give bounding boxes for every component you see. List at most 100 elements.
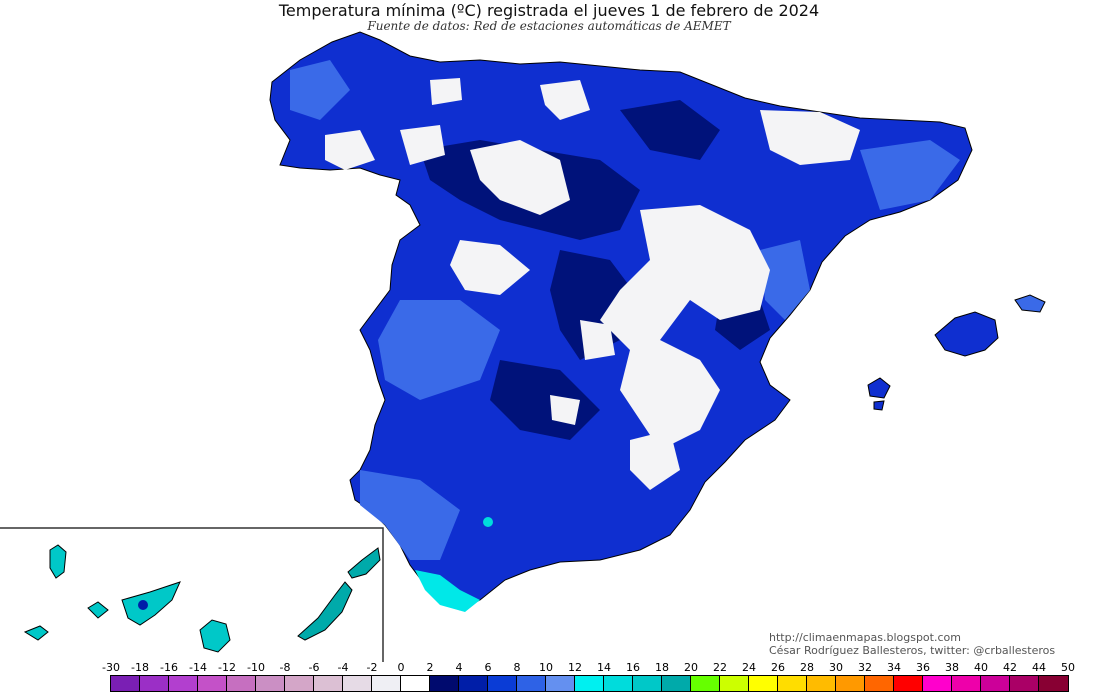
mild-zone	[760, 240, 810, 320]
credit-author: César Rodríguez Ballesteros, twitter: @c…	[769, 644, 1056, 657]
very-cold-zone	[620, 100, 720, 160]
legend-swatch	[488, 676, 517, 691]
legend-swatch	[111, 676, 140, 691]
legend-swatch	[981, 676, 1010, 691]
below-zero-zone	[470, 140, 570, 215]
legend-label: 38	[945, 661, 959, 674]
legend-color-bar	[110, 675, 1069, 692]
legend-label: -14	[189, 661, 207, 674]
legend-label: 50	[1061, 661, 1075, 674]
legend-swatch	[1039, 676, 1068, 691]
island-mallorca	[934, 311, 999, 357]
legend-swatch	[778, 676, 807, 691]
legend-swatch	[894, 676, 923, 691]
legend-label: -4	[337, 661, 349, 674]
legend-swatch	[923, 676, 952, 691]
legend-label: 0	[397, 661, 405, 674]
legend-swatch	[314, 676, 343, 691]
legend-label: 36	[916, 661, 930, 674]
legend-swatch	[720, 676, 749, 691]
legend-label: 30	[829, 661, 843, 674]
legend-label: 4	[455, 661, 463, 674]
legend-swatch	[604, 676, 633, 691]
credit-url: http://climaenmapas.blogspot.com	[769, 631, 961, 644]
mild-zone	[860, 140, 960, 210]
below-zero-zone	[630, 430, 680, 490]
legend-swatch	[140, 676, 169, 691]
mild-zone	[290, 60, 350, 120]
legend-swatch	[343, 676, 372, 691]
legend-label: 22	[713, 661, 727, 674]
island-la-gomera	[87, 601, 109, 619]
island-fuerteventura	[297, 581, 353, 641]
legend-swatch	[169, 676, 198, 691]
legend-swatch	[256, 676, 285, 691]
legend-label: 32	[858, 661, 872, 674]
legend-label: 10	[539, 661, 553, 674]
legend-label: 20	[684, 661, 698, 674]
legend-swatch	[401, 676, 430, 691]
legend-label: 40	[974, 661, 988, 674]
island-formentera	[873, 400, 885, 411]
legend-label: 44	[1032, 661, 1046, 674]
island-la-palma	[49, 544, 67, 579]
warm-coast	[415, 570, 480, 612]
mild-zone	[378, 300, 500, 400]
warm-spot	[483, 517, 493, 527]
legend-label: 2	[426, 661, 434, 674]
legend-swatch	[372, 676, 401, 691]
legend-label: 24	[742, 661, 756, 674]
mild-zone	[360, 470, 460, 560]
teide-cold-spot	[138, 600, 148, 610]
below-zero-zone	[400, 125, 445, 165]
legend-label: 8	[513, 661, 521, 674]
below-zero-zone	[325, 130, 375, 170]
island-el-hierro	[23, 625, 49, 641]
legend-label: 42	[1003, 661, 1017, 674]
below-zero-zone	[450, 240, 530, 295]
legend-labels: -30 -18 -16 -14 -12 -10 -8 -6 -4 -2 0 2 4 6 8 10 12 14 16 1…	[0, 661, 1098, 675]
map-title: Temperatura mínima (ºC) registrada el ju…	[278, 1, 820, 20]
legend-label: -6	[308, 661, 320, 674]
legend-label: -12	[218, 661, 236, 674]
legend-swatch	[575, 676, 604, 691]
legend-label: 34	[887, 661, 901, 674]
legend-swatch	[633, 676, 662, 691]
legend-label: 16	[626, 661, 640, 674]
legend-label: -16	[160, 661, 178, 674]
legend-label: 18	[655, 661, 669, 674]
below-zero-zone	[580, 320, 615, 360]
legend-swatch	[1010, 676, 1039, 691]
legend-swatch	[517, 676, 546, 691]
legend-swatch	[662, 676, 691, 691]
legend-swatch	[749, 676, 778, 691]
legend-label: 14	[597, 661, 611, 674]
legend-swatch	[430, 676, 459, 691]
legend-label: -30	[102, 661, 120, 674]
canary-inset-frame	[0, 527, 384, 662]
legend-label: 28	[800, 661, 814, 674]
legend-swatch	[691, 676, 720, 691]
legend-label: -18	[131, 661, 149, 674]
legend-swatch	[865, 676, 894, 691]
island-gran-canaria	[199, 619, 231, 653]
below-zero-zone	[430, 78, 462, 105]
legend-label: 26	[771, 661, 785, 674]
legend-swatch	[836, 676, 865, 691]
below-zero-zone	[760, 110, 860, 165]
island-menorca	[1014, 294, 1046, 313]
legend-swatch	[227, 676, 256, 691]
below-zero-zone	[550, 395, 580, 425]
legend-swatch	[952, 676, 981, 691]
legend-label: -2	[366, 661, 378, 674]
island-lanzarote	[347, 547, 381, 579]
legend-label: 6	[484, 661, 492, 674]
below-zero-zone	[600, 205, 770, 450]
legend-swatch	[459, 676, 488, 691]
legend-label: -10	[247, 661, 265, 674]
island-ibiza	[867, 377, 891, 399]
legend-swatch	[198, 676, 227, 691]
legend-label: -8	[279, 661, 291, 674]
below-zero-zone	[540, 80, 590, 120]
